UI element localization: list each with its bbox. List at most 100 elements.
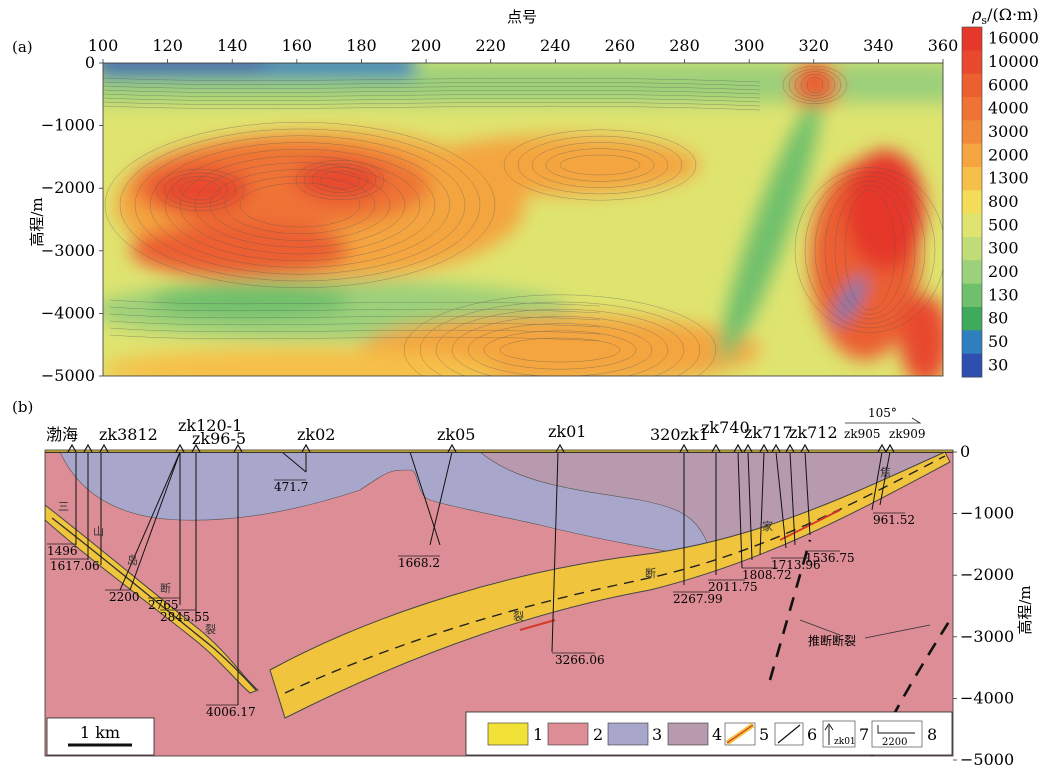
legend-swatch-1 xyxy=(487,722,529,746)
y-tick-a-3: −3000 xyxy=(41,241,95,260)
colorbar-swatch-50 xyxy=(962,330,982,355)
y-axis-title-b: 高程/m xyxy=(1016,585,1034,634)
x-tick-120: 120 xyxy=(152,36,183,55)
colorbar-label-6000: 6000 xyxy=(988,75,1029,94)
colorbar-swatch-1300 xyxy=(962,167,982,191)
sea-label: 渤海 xyxy=(46,425,78,444)
y-tick-b-2: −2000 xyxy=(960,565,1014,584)
inferred-fault-2 xyxy=(870,619,952,756)
y-tick-a-1: −1000 xyxy=(41,116,95,135)
depth-471: 471.7 xyxy=(274,480,308,494)
borehole-label-zk3812: zk3812 xyxy=(99,425,158,444)
scale-bar-box xyxy=(46,717,155,756)
colorbar-swatch-3000 xyxy=(962,120,982,145)
label-jia: 家 xyxy=(762,519,773,533)
depth-1496: 1496 xyxy=(47,544,78,558)
depth-1668: 1668.2 xyxy=(398,556,440,570)
contour-lines xyxy=(103,65,943,376)
label-lie2: 裂 xyxy=(513,610,524,623)
depth-ticks xyxy=(47,479,905,706)
depth-1536: 1536.75 xyxy=(805,551,855,565)
y-tick-b-4: −4000 xyxy=(960,688,1014,707)
colorbar-swatch-500 xyxy=(962,213,982,238)
depth-2845: 2845.55 xyxy=(160,610,210,624)
x-tick-180: 180 xyxy=(346,36,377,55)
inferred-fault-label: 推断断裂 xyxy=(808,633,856,648)
legend-swatch-8 xyxy=(871,720,923,748)
borehole-label-zk905: zk905 xyxy=(844,427,881,441)
x-tick-100: 100 xyxy=(88,36,119,55)
x-tick-labels: 100 120 140 160 180 200 220 240 260 280 300 320 340 3… xyxy=(88,36,958,63)
colorbar-swatch-16000 xyxy=(962,27,982,51)
borehole-label-zk96-5: zk96-5 xyxy=(192,429,246,448)
legend-label-1: 1 xyxy=(533,725,543,744)
colorbar-swatch-6000 xyxy=(962,73,982,98)
depth-2765: 2765 xyxy=(148,598,179,612)
colorbar-label-800: 800 xyxy=(988,192,1019,211)
label-lie: 裂 xyxy=(205,623,216,636)
legend-swatch-3 xyxy=(607,722,649,746)
legend-label-7: 7 xyxy=(859,725,869,744)
x-axis-title: 点号 xyxy=(507,8,537,26)
borehole-markers xyxy=(67,443,895,453)
label-shan: 山 xyxy=(93,525,104,538)
fault-zone-west xyxy=(45,504,260,694)
legend: 1 2 3 4 5 6 zk01 7 2200 8 xyxy=(465,711,953,756)
legend-label-6: 6 xyxy=(807,725,817,744)
borehole-label-320zk1: 320zk1 xyxy=(650,425,709,444)
y-tick-labels-b: 0 −1000 −2000 −3000 −4000 −5000 xyxy=(953,442,1014,769)
y-tick-b-3: −3000 xyxy=(960,627,1014,646)
colorbar-label-50: 50 xyxy=(988,332,1008,351)
colorbar-label-3000: 3000 xyxy=(988,122,1029,141)
y-tick-a-0: 0 xyxy=(85,53,95,72)
x-tick-160: 160 xyxy=(282,36,313,55)
scale-bar-label: 1 km xyxy=(80,723,120,742)
colorbar-label-16000: 16000 xyxy=(988,29,1039,48)
colorbar-swatch-200 xyxy=(962,260,982,285)
depth-1808: 1808.72 xyxy=(742,568,792,582)
y-tick-a-5: −5000 xyxy=(41,366,95,385)
colorbar-swatch-800 xyxy=(962,190,982,215)
x-tick-280: 280 xyxy=(669,36,700,55)
colorbar-label-200: 200 xyxy=(988,262,1019,281)
colorbar-label-130: 130 xyxy=(988,285,1019,304)
colorbar-label-1300: 1300 xyxy=(988,169,1029,188)
colorbar-swatch-10000 xyxy=(962,50,982,75)
y-tick-labels-a: 0 −1000 −2000 −3000 −4000 −5000 xyxy=(41,53,103,385)
legend-label-3: 3 xyxy=(652,725,662,744)
legend-swatch-2 xyxy=(547,722,589,746)
colorbar-swatch-80 xyxy=(962,307,982,331)
colorbar-swatch-2000 xyxy=(962,143,982,168)
borehole-label-zk01: zk01 xyxy=(548,422,586,441)
legend-label-2: 2 xyxy=(593,725,603,744)
legend-label-5: 5 xyxy=(759,725,769,744)
depth-3266: 3266.06 xyxy=(555,653,605,667)
depth-2267: 2267.99 xyxy=(673,592,723,606)
colorbar-swatch-130 xyxy=(962,283,982,308)
y-tick-a-2: −2000 xyxy=(41,178,95,197)
panel-b-label: (b) xyxy=(12,398,33,416)
y-tick-b-1: −1000 xyxy=(960,504,1014,523)
panel-a-label: (a) xyxy=(12,38,33,56)
label-duan2: 断 xyxy=(645,566,656,580)
depth-961: 961.52 xyxy=(873,513,915,527)
colorbar-swatch-30 xyxy=(962,353,982,378)
colorbar-title: ρs/(Ω·m) xyxy=(971,5,1038,27)
borehole-label-zk05: zk05 xyxy=(437,425,475,444)
x-tick-240: 240 xyxy=(540,36,571,55)
colorbar-label-10000: 10000 xyxy=(988,52,1039,71)
colorbar-swatch-4000 xyxy=(962,97,982,121)
fault-zone-east xyxy=(269,451,951,719)
x-tick-200: 200 xyxy=(411,36,442,55)
label-duan: 断 xyxy=(160,581,171,595)
colorbar-label-30: 30 xyxy=(988,355,1008,374)
colorbar-swatch-300 xyxy=(962,237,982,261)
label-dao: 岛 xyxy=(127,553,138,567)
y-axis-title-a: 高程/m xyxy=(28,197,46,246)
borehole-label-zk02: zk02 xyxy=(297,425,335,444)
y-tick-b-5: −5000 xyxy=(960,750,1014,769)
depth-2200: 2200 xyxy=(109,590,140,604)
borehole-label-zk740: zk740 xyxy=(701,418,750,437)
